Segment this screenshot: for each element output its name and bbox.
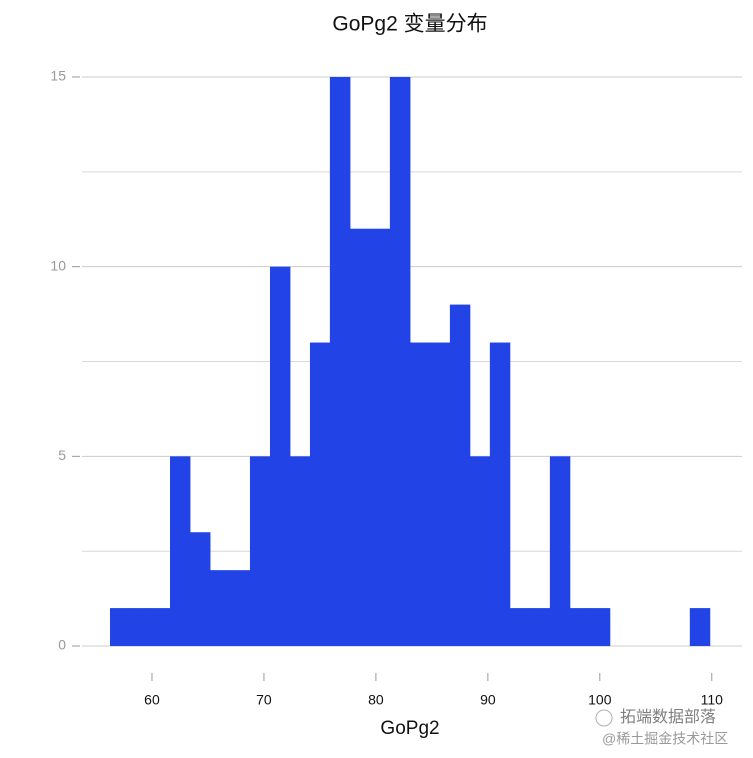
- bar: [509, 608, 531, 647]
- bar: [429, 342, 451, 647]
- bar: [189, 532, 211, 647]
- chart-title: GoPg2 变量分布: [332, 13, 487, 36]
- x-tick-label: 90: [480, 692, 496, 708]
- x-tick-label: 60: [144, 692, 160, 708]
- bar: [329, 76, 351, 647]
- bar: [369, 228, 391, 647]
- bar: [149, 608, 171, 647]
- bar: [409, 342, 431, 647]
- bar: [689, 608, 711, 647]
- bar: [170, 456, 191, 647]
- bar: [449, 304, 471, 647]
- x-tick-label: 80: [368, 692, 384, 708]
- bar: [229, 570, 251, 647]
- bar: [289, 456, 311, 647]
- bar: [309, 342, 331, 647]
- x-tick-label: 70: [256, 692, 272, 708]
- bar: [549, 456, 571, 647]
- bar: [589, 608, 611, 647]
- x-tick-label: 110: [701, 692, 724, 708]
- bar: [269, 266, 291, 647]
- y-tick-label: 15: [50, 68, 66, 84]
- watermark: 拓端数据部落 @稀土掘金技术社区: [595, 708, 728, 747]
- y-tick-label: 5: [58, 447, 66, 463]
- bar: [209, 570, 231, 647]
- watermark-icon: [595, 709, 613, 727]
- y-tick-label: 10: [50, 257, 66, 273]
- bar: [389, 76, 411, 647]
- watermark-text: 拓端数据部落: [620, 708, 716, 726]
- watermark-text: @稀土掘金技术社区: [602, 731, 728, 747]
- bar: [529, 608, 551, 647]
- x-axis-label: GoPg2: [380, 718, 439, 739]
- x-tick-label: 100: [588, 692, 612, 708]
- y-tick-label: 0: [58, 637, 66, 653]
- bar: [249, 456, 271, 647]
- bar: [349, 228, 371, 647]
- bar: [569, 608, 591, 647]
- bar: [489, 342, 511, 647]
- bar: [469, 456, 491, 647]
- bar: [109, 608, 131, 647]
- bar: [130, 608, 151, 647]
